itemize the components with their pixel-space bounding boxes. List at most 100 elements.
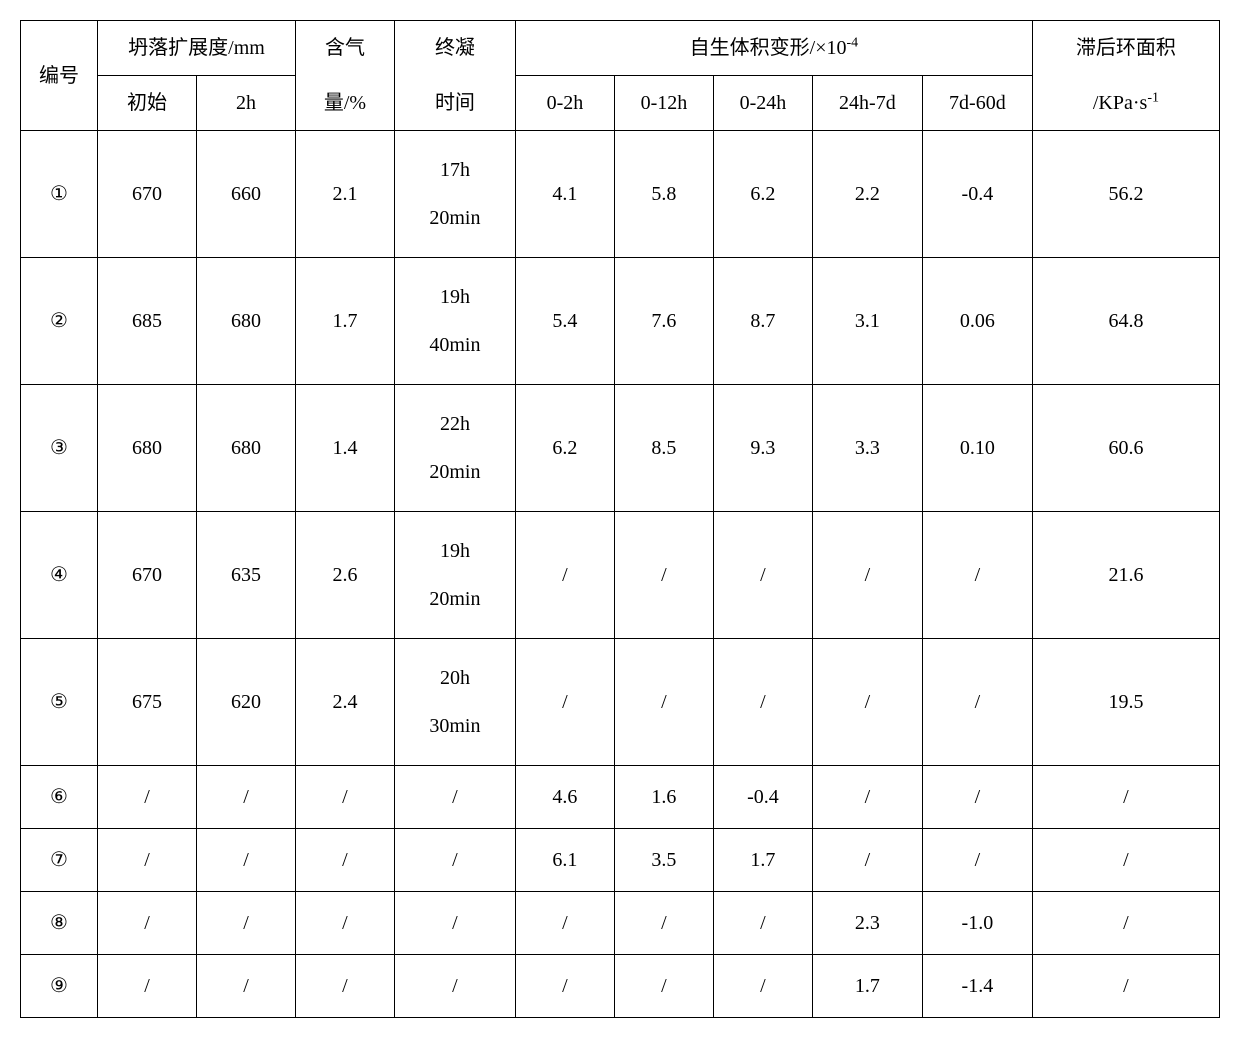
col-air-sub: 量/% (295, 76, 394, 131)
cell-hysteresis: / (1032, 892, 1219, 955)
cell-air: 2.4 (295, 639, 394, 766)
autogenous-exp: -4 (846, 35, 858, 50)
cell-final-set-time: 19h20min (394, 512, 515, 639)
cell-0-12h: / (614, 892, 713, 955)
cell-0-2h: 6.1 (515, 829, 614, 892)
cell-7d-60d: 0.10 (922, 385, 1032, 512)
cell-hysteresis: / (1032, 955, 1219, 1018)
cell-slump-2h: / (196, 829, 295, 892)
col-finalset-sub: 时间 (394, 76, 515, 131)
cell-id: ④ (21, 512, 98, 639)
cell-0-2h: / (515, 512, 614, 639)
col-autogenous: 自生体积变形/×10-4 (515, 21, 1032, 76)
cell-slump-initial: / (97, 955, 196, 1018)
table-row: ③6806801.422h20min6.28.59.33.30.1060.6 (21, 385, 1220, 512)
cell-0-12h: 5.8 (614, 131, 713, 258)
col-24h-7d: 24h-7d (812, 76, 922, 131)
cell-id: ⑧ (21, 892, 98, 955)
set-minutes: 20min (399, 575, 511, 623)
col-id: 编号 (21, 21, 98, 131)
cell-slump-initial: / (97, 766, 196, 829)
cell-0-12h: / (614, 955, 713, 1018)
col-air-top: 含气 (295, 21, 394, 76)
cell-slump-initial: 670 (97, 131, 196, 258)
cell-0-2h: 6.2 (515, 385, 614, 512)
cell-id: ⑦ (21, 829, 98, 892)
table-body: ①6706602.117h20min4.15.86.22.2-0.456.2②6… (21, 131, 1220, 1018)
cell-7d-60d: -1.4 (922, 955, 1032, 1018)
cell-slump-2h: / (196, 892, 295, 955)
cell-slump-initial: 685 (97, 258, 196, 385)
cell-slump-2h: 635 (196, 512, 295, 639)
cell-24h-7d: 2.3 (812, 892, 922, 955)
cell-id: ③ (21, 385, 98, 512)
set-minutes: 40min (399, 321, 511, 369)
set-minutes: 30min (399, 702, 511, 750)
cell-7d-60d: / (922, 766, 1032, 829)
cell-final-set-time: 22h20min (394, 385, 515, 512)
cell-0-12h: / (614, 512, 713, 639)
table-row: ⑦////6.13.51.7/// (21, 829, 1220, 892)
cell-air: 1.7 (295, 258, 394, 385)
set-minutes: 20min (399, 194, 511, 242)
cell-0-2h: 4.6 (515, 766, 614, 829)
table-row: ⑧///////2.3-1.0/ (21, 892, 1220, 955)
col-slump-initial: 初始 (97, 76, 196, 131)
cell-7d-60d: -0.4 (922, 131, 1032, 258)
col-0-12h: 0-12h (614, 76, 713, 131)
table-row: ⑤6756202.420h30min/////19.5 (21, 639, 1220, 766)
cell-final-set-time: 20h30min (394, 639, 515, 766)
cell-0-12h: 3.5 (614, 829, 713, 892)
hyst-unit-prefix: /KPa·s (1093, 92, 1147, 114)
cell-hysteresis: 19.5 (1032, 639, 1219, 766)
cell-final-set-time: 17h20min (394, 131, 515, 258)
col-hysteresis-unit: /KPa·s-1 (1032, 76, 1219, 131)
cell-24h-7d: 1.7 (812, 955, 922, 1018)
cell-hysteresis: / (1032, 829, 1219, 892)
cell-0-24h: / (713, 512, 812, 639)
col-0-2h: 0-2h (515, 76, 614, 131)
table-row: ②6856801.719h40min5.47.68.73.10.0664.8 (21, 258, 1220, 385)
cell-0-12h: 7.6 (614, 258, 713, 385)
cell-0-12h: / (614, 639, 713, 766)
cell-7d-60d: / (922, 512, 1032, 639)
cell-air: / (295, 829, 394, 892)
cell-air: 1.4 (295, 385, 394, 512)
cell-id: ② (21, 258, 98, 385)
cell-24h-7d: / (812, 639, 922, 766)
cell-final-set-time: / (394, 955, 515, 1018)
cell-24h-7d: / (812, 512, 922, 639)
cell-final-set-time: 19h40min (394, 258, 515, 385)
data-table: 编号 坍落扩展度/mm 含气 终凝 自生体积变形/×10-4 滞后环面积 初始 … (20, 20, 1220, 1018)
col-hysteresis-top: 滞后环面积 (1032, 21, 1219, 76)
cell-0-24h: / (713, 639, 812, 766)
cell-7d-60d: / (922, 829, 1032, 892)
cell-0-12h: 8.5 (614, 385, 713, 512)
cell-slump-2h: / (196, 955, 295, 1018)
cell-hysteresis: / (1032, 766, 1219, 829)
set-hours: 19h (399, 273, 511, 321)
cell-7d-60d: -1.0 (922, 892, 1032, 955)
col-0-24h: 0-24h (713, 76, 812, 131)
cell-24h-7d: 3.1 (812, 258, 922, 385)
cell-hysteresis: 60.6 (1032, 385, 1219, 512)
cell-24h-7d: 2.2 (812, 131, 922, 258)
cell-slump-2h: / (196, 766, 295, 829)
cell-slump-2h: 620 (196, 639, 295, 766)
cell-24h-7d: / (812, 766, 922, 829)
cell-slump-initial: 680 (97, 385, 196, 512)
cell-slump-initial: 670 (97, 512, 196, 639)
cell-air: / (295, 766, 394, 829)
cell-hysteresis: 21.6 (1032, 512, 1219, 639)
autogenous-prefix: 自生体积变形/×10 (690, 37, 847, 59)
cell-0-2h: 4.1 (515, 131, 614, 258)
table-row: ①6706602.117h20min4.15.86.22.2-0.456.2 (21, 131, 1220, 258)
col-slump-spread: 坍落扩展度/mm (97, 21, 295, 76)
cell-slump-initial: / (97, 892, 196, 955)
hyst-unit-exp: -1 (1147, 90, 1159, 105)
cell-id: ① (21, 131, 98, 258)
cell-7d-60d: / (922, 639, 1032, 766)
cell-0-24h: 9.3 (713, 385, 812, 512)
cell-0-24h: -0.4 (713, 766, 812, 829)
cell-0-2h: 5.4 (515, 258, 614, 385)
